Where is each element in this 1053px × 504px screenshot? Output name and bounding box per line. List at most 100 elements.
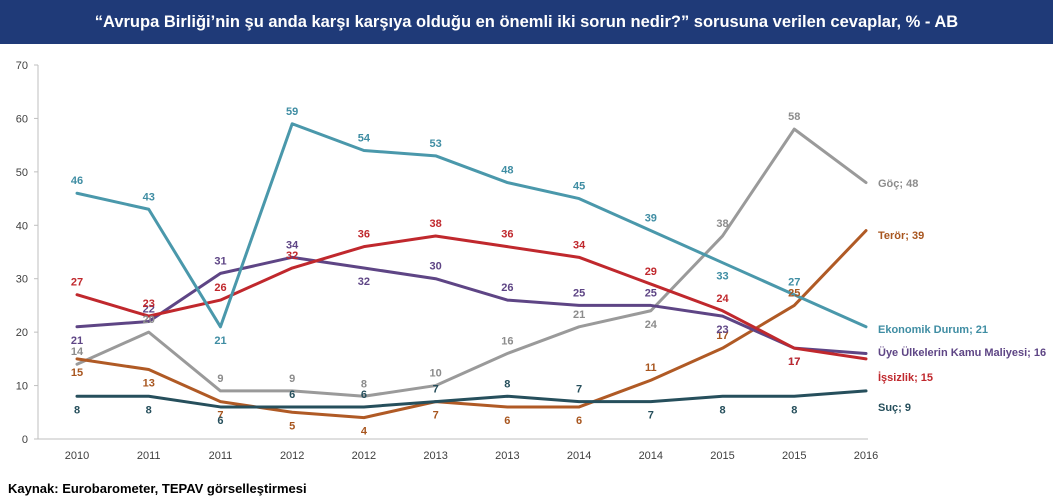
series-end-label: İşsizlik; 15 [878,371,933,384]
data-label: 25 [573,287,585,299]
data-label: 4 [361,426,368,438]
y-tick-label: 60 [16,113,28,125]
data-label: 6 [217,415,223,427]
series-line-1 [75,127,868,398]
data-label: 21 [71,335,83,347]
data-label: 34 [286,239,299,251]
data-label: 22 [143,303,155,315]
data-label: 58 [788,111,800,123]
data-label: 53 [430,138,442,150]
data-label: 5 [289,420,295,432]
data-label: 34 [573,239,586,251]
data-label: 6 [504,415,510,427]
data-label: 8 [791,404,797,416]
data-label: 7 [433,384,439,396]
series-line-4 [75,234,868,361]
x-tick-label: 2014 [567,450,591,462]
data-label: 8 [719,404,725,416]
data-label: 21 [573,309,585,321]
data-label: 25 [645,287,657,299]
series-end-label: Suç; 9 [878,402,911,414]
data-label: 31 [214,255,226,267]
x-tick-label: 2013 [423,450,447,462]
x-tick-label: 2015 [710,450,734,462]
y-tick-label: 40 [16,220,28,232]
x-tick-label: 2014 [639,450,663,462]
data-label: 36 [501,229,513,241]
series-end-label: Göç; 48 [878,178,918,190]
data-label: 14 [71,346,84,358]
data-label: 23 [143,298,155,310]
x-tick-label: 2011 [137,450,161,462]
data-label: 21 [214,335,226,347]
data-label: 38 [430,218,442,230]
data-label: 24 [716,293,729,305]
y-tick-label: 70 [16,60,28,72]
x-tick-label: 2012 [280,450,304,462]
data-label: 16 [501,336,513,348]
data-label: 7 [433,410,439,422]
series-end-label: Ekonomik Durum; 21 [878,324,988,336]
data-label: 54 [358,132,371,144]
x-tick-label: 2012 [352,450,376,462]
data-label: 6 [576,415,582,427]
data-label: 15 [71,367,83,379]
x-tick-label: 2011 [209,450,233,462]
data-label: 8 [361,378,367,390]
series-line-2 [75,229,868,420]
y-tick-label: 10 [16,381,28,393]
data-label: 8 [504,378,510,390]
x-tick-label: 2016 [854,450,878,462]
data-label: 38 [716,218,728,230]
series-line-3 [75,255,868,356]
data-label: 20 [143,314,155,326]
y-tick-label: 20 [16,327,28,339]
data-label: 59 [286,106,298,118]
data-label: 25 [788,287,800,299]
data-label: 9 [217,373,223,385]
series-end-label: Üye Ülkelerin Kamu Maliyesi; 16 [878,346,1046,359]
data-label: 7 [217,410,223,422]
data-label: 9 [289,373,295,385]
data-label: 23 [716,324,728,336]
data-label: 11 [645,362,657,374]
data-label: 6 [289,389,295,401]
data-label: 24 [645,319,658,331]
data-label: 27 [788,277,800,289]
source-note: Kaynak: Eurobarometer, TEPAV görselleşti… [8,481,307,496]
data-label: 36 [358,229,370,241]
data-label: 33 [716,271,728,283]
data-label: 13 [143,378,155,390]
data-label: 32 [286,250,298,262]
data-label: 7 [576,384,582,396]
data-label: 43 [143,191,155,203]
data-label: 6 [361,389,367,401]
data-label: 10 [430,368,442,380]
chart-title: “Avrupa Birliği’nin şu anda karşı karşıy… [94,12,959,31]
series-end-label: Terör; 39 [878,230,924,242]
x-tick-label: 2013 [495,450,519,462]
series-line-5 [75,389,868,409]
data-label: 27 [71,277,83,289]
data-label: 29 [645,266,657,278]
y-tick-label: 30 [16,274,28,286]
data-label: 32 [358,276,370,288]
data-label: 17 [788,356,800,368]
data-label: 26 [214,282,226,294]
data-label: 8 [146,404,152,416]
y-tick-label: 50 [16,167,28,179]
data-label: 30 [430,261,442,273]
x-tick-label: 2010 [65,450,89,462]
series-line-0 [75,122,868,329]
data-label: 26 [501,282,513,294]
data-label: 48 [501,165,513,177]
data-label: 46 [71,175,83,187]
title-bar: “Avrupa Birliği’nin şu anda karşı karşıy… [0,0,1053,44]
data-label: 17 [788,356,800,368]
data-label: 7 [648,410,654,422]
x-tick-label: 2015 [782,450,806,462]
data-label: 45 [573,181,585,193]
data-label: 17 [716,330,728,342]
data-label: 8 [74,404,80,416]
